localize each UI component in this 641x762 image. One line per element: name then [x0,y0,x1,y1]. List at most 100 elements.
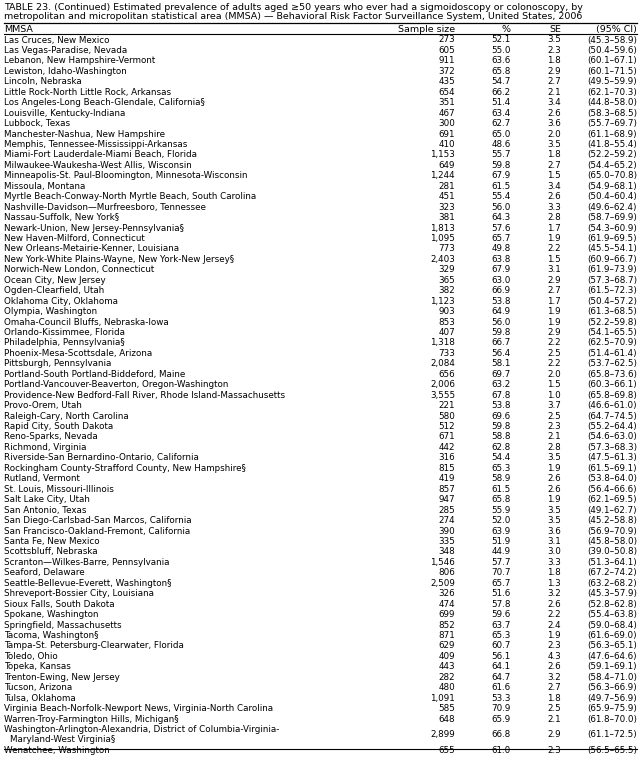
Text: 1.8: 1.8 [547,56,561,66]
Text: Seaford, Delaware: Seaford, Delaware [4,568,85,578]
Text: 1.8: 1.8 [547,150,561,159]
Text: (46.6–61.0): (46.6–61.0) [587,401,637,410]
Text: San Diego-Carlsbad-San Marcos, California: San Diego-Carlsbad-San Marcos, Californi… [4,516,192,525]
Text: 281: 281 [438,182,455,190]
Text: 63.7: 63.7 [492,620,511,629]
Text: (55.2–64.4): (55.2–64.4) [587,422,637,431]
Text: 3.3: 3.3 [547,558,561,567]
Text: 61.5: 61.5 [492,485,511,494]
Text: 52.1: 52.1 [492,36,511,44]
Text: 56.1: 56.1 [492,652,511,661]
Text: 56.0: 56.0 [492,318,511,327]
Text: 335: 335 [438,537,455,546]
Text: Trenton-Ewing, New Jersey: Trenton-Ewing, New Jersey [4,673,120,682]
Text: 871: 871 [438,631,455,640]
Text: MMSA: MMSA [4,25,33,34]
Text: 2.9: 2.9 [547,276,561,285]
Text: 1.5: 1.5 [547,380,561,389]
Text: 655: 655 [438,746,455,755]
Text: 699: 699 [438,610,455,619]
Text: 2.6: 2.6 [547,192,561,201]
Text: Rutland, Vermont: Rutland, Vermont [4,474,80,483]
Text: (49.7–56.9): (49.7–56.9) [587,693,637,703]
Text: (61.1–68.9): (61.1–68.9) [587,130,637,139]
Text: 64.1: 64.1 [492,662,511,671]
Text: 351: 351 [438,98,455,107]
Text: (45.8–58.0): (45.8–58.0) [587,537,637,546]
Text: 773: 773 [438,245,455,254]
Text: 2.4: 2.4 [547,620,561,629]
Text: (65.8–69.8): (65.8–69.8) [587,391,637,400]
Text: 2.6: 2.6 [547,474,561,483]
Text: 2.3: 2.3 [547,46,561,55]
Text: Manchester-Nashua, New Hampshire: Manchester-Nashua, New Hampshire [4,130,165,139]
Text: 52.0: 52.0 [492,516,511,525]
Text: St. Louis, Missouri-Illinois: St. Louis, Missouri-Illinois [4,485,114,494]
Text: Lincoln, Nebraska: Lincoln, Nebraska [4,77,82,86]
Text: Ocean City, New Jersey: Ocean City, New Jersey [4,276,106,285]
Text: Orlando-Kissimmee, Florida: Orlando-Kissimmee, Florida [4,328,125,337]
Text: (58.3–68.5): (58.3–68.5) [587,109,637,117]
Text: 3.2: 3.2 [547,589,561,598]
Text: (49.1–62.7): (49.1–62.7) [587,506,637,514]
Text: Nassau-Suffolk, New York§: Nassau-Suffolk, New York§ [4,213,119,222]
Text: 1,244: 1,244 [430,171,455,181]
Text: Lewiston, Idaho-Washington: Lewiston, Idaho-Washington [4,67,127,76]
Text: Los Angeles-Long Beach-Glendale, California§: Los Angeles-Long Beach-Glendale, Califor… [4,98,205,107]
Text: Myrtle Beach-Conway-North Myrtle Beach, South Carolina: Myrtle Beach-Conway-North Myrtle Beach, … [4,192,256,201]
Text: Sioux Falls, South Dakota: Sioux Falls, South Dakota [4,600,115,609]
Text: 2.2: 2.2 [547,245,561,254]
Text: 1,123: 1,123 [430,296,455,306]
Text: (47.5–61.3): (47.5–61.3) [587,453,637,463]
Text: 54.4: 54.4 [492,453,511,463]
Text: 3.3: 3.3 [547,203,561,212]
Text: 58.1: 58.1 [492,360,511,368]
Text: San Antonio, Texas: San Antonio, Texas [4,506,87,514]
Text: (59.1–69.1): (59.1–69.1) [587,662,637,671]
Text: 51.6: 51.6 [492,589,511,598]
Text: Santa Fe, New Mexico: Santa Fe, New Mexico [4,537,99,546]
Text: 2,509: 2,509 [430,579,455,588]
Text: 70.9: 70.9 [492,704,511,713]
Text: Rockingham County-Strafford County, New Hampshire§: Rockingham County-Strafford County, New … [4,464,246,473]
Text: 1.3: 1.3 [547,579,561,588]
Text: 605: 605 [438,46,455,55]
Text: 70.7: 70.7 [492,568,511,578]
Text: San Francisco-Oakland-Fremont, California: San Francisco-Oakland-Fremont, Californi… [4,527,190,536]
Text: (56.3–65.1): (56.3–65.1) [587,642,637,651]
Text: 2.8: 2.8 [547,443,561,452]
Text: Scottsbluff, Nebraska: Scottsbluff, Nebraska [4,547,97,556]
Text: 65.3: 65.3 [492,631,511,640]
Text: 53.8: 53.8 [492,401,511,410]
Text: 66.9: 66.9 [492,287,511,295]
Text: 56.0: 56.0 [492,203,511,212]
Text: 57.6: 57.6 [492,223,511,232]
Text: 60.7: 60.7 [492,642,511,651]
Text: 3.5: 3.5 [547,506,561,514]
Text: 1.9: 1.9 [547,631,561,640]
Text: (61.5–72.3): (61.5–72.3) [587,287,637,295]
Text: 65.8: 65.8 [492,67,511,76]
Text: Norwich-New London, Connecticut: Norwich-New London, Connecticut [4,265,154,274]
Text: 1,091: 1,091 [430,693,455,703]
Text: 3.4: 3.4 [547,182,561,190]
Text: Reno-Sparks, Nevada: Reno-Sparks, Nevada [4,433,97,441]
Text: Milwaukee-Waukesha-West Allis, Wisconsin: Milwaukee-Waukesha-West Allis, Wisconsin [4,161,192,170]
Text: Riverside-San Bernardino-Ontario, California: Riverside-San Bernardino-Ontario, Califo… [4,453,199,463]
Text: (95% CI): (95% CI) [596,25,637,34]
Text: (39.0–50.8): (39.0–50.8) [587,547,637,556]
Text: (52.8–62.8): (52.8–62.8) [587,600,637,609]
Text: (51.4–61.4): (51.4–61.4) [587,349,637,358]
Text: 2,006: 2,006 [430,380,455,389]
Text: 467: 467 [438,109,455,117]
Text: 947: 947 [438,495,455,504]
Text: Springfield, Massachusetts: Springfield, Massachusetts [4,620,122,629]
Text: (58.4–71.0): (58.4–71.0) [587,673,637,682]
Text: 49.8: 49.8 [492,245,511,254]
Text: (56.5–65.5): (56.5–65.5) [587,746,637,755]
Text: (61.1–72.5): (61.1–72.5) [587,730,637,739]
Text: 648: 648 [438,715,455,724]
Text: 1,546: 1,546 [430,558,455,567]
Text: 419: 419 [438,474,455,483]
Text: 2.3: 2.3 [547,642,561,651]
